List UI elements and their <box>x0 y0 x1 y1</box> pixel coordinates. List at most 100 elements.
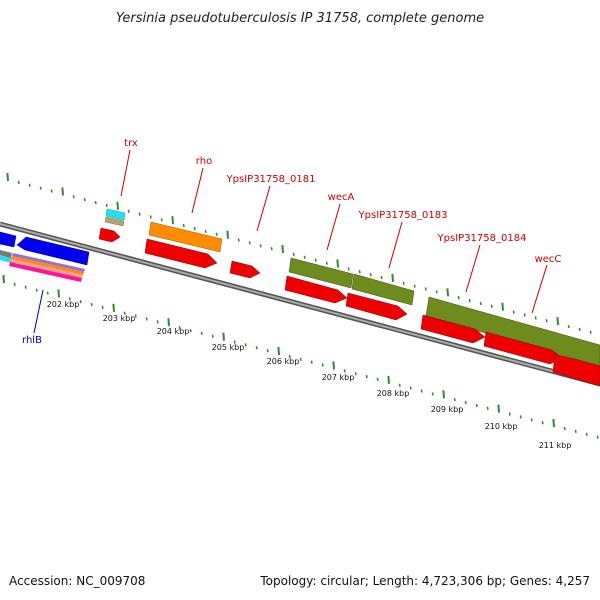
gene-wecC <box>425 296 600 367</box>
gene-label-rhlB: rhlB <box>22 335 42 346</box>
tick-mark <box>508 412 511 416</box>
tick-mark <box>358 270 361 274</box>
tick-mark <box>391 273 394 282</box>
tick-mark <box>387 375 390 384</box>
tick-mark <box>182 223 185 228</box>
cds-minus-2 <box>16 236 90 266</box>
gene-label-wecC: wecC <box>535 254 562 265</box>
gene-wecA <box>288 257 354 289</box>
feature-minus-grey <box>0 250 12 258</box>
feature-cyan <box>105 208 126 221</box>
tick-mark <box>79 300 82 304</box>
tick-mark <box>281 244 284 254</box>
tick-mark <box>310 360 313 364</box>
scale-label: 203 kbp <box>103 314 136 323</box>
tick-mark <box>244 343 247 347</box>
tick-mark <box>288 354 291 359</box>
inner-tick-ring <box>2 274 599 439</box>
tick-mark <box>277 346 280 356</box>
tick-mark <box>266 349 269 353</box>
tick-mark <box>138 212 141 216</box>
tick-mark <box>83 198 86 202</box>
cds-wecC-b <box>552 353 600 387</box>
tick-mark <box>222 332 225 341</box>
tick-mark <box>134 314 137 318</box>
tick-mark <box>116 201 119 210</box>
tick-mark <box>270 247 273 251</box>
tick-mark <box>167 318 170 327</box>
cds-0184 <box>420 314 486 344</box>
rhlB-stripe-2 <box>11 256 84 275</box>
tick-mark <box>402 281 405 285</box>
tick-mark <box>2 274 5 284</box>
tick-mark <box>519 415 522 419</box>
tick-mark <box>178 325 181 330</box>
tick-mark <box>490 304 493 308</box>
tick-mark <box>255 346 258 350</box>
tick-mark <box>237 238 240 242</box>
tick-mark <box>101 305 104 310</box>
tick-mark <box>200 331 203 336</box>
gene-leader-lines <box>33 149 548 334</box>
tick-mark <box>457 296 460 300</box>
tick-mark <box>398 383 401 387</box>
tick-mark <box>248 241 251 245</box>
tick-mark <box>61 187 64 196</box>
tick-mark <box>464 400 467 405</box>
tick-mark <box>380 275 383 280</box>
gene-label-rho: rho <box>196 156 212 167</box>
minus-strand-features <box>0 231 90 282</box>
cds-minus-1 <box>0 231 17 248</box>
tick-mark <box>332 361 335 370</box>
cds-rho <box>144 238 218 269</box>
scale-label: 205 kbp <box>212 343 245 352</box>
tick-mark <box>24 285 27 289</box>
scale-label: 204 kbp <box>157 327 190 336</box>
tick-mark <box>442 390 445 399</box>
cds-wecA <box>284 275 348 304</box>
tick-mark <box>479 301 482 306</box>
tick-mark <box>28 183 31 187</box>
tick-mark <box>552 419 555 428</box>
rhlB-stripe-4 <box>9 262 82 282</box>
tick-mark <box>17 180 20 185</box>
scale-label: 206 kbp <box>267 357 300 366</box>
tick-mark <box>585 432 588 436</box>
gene-rho <box>148 221 223 253</box>
tick-mark <box>475 403 478 408</box>
tick-mark <box>574 429 577 434</box>
tick-mark <box>435 290 438 294</box>
tick-mark <box>369 272 372 277</box>
tick-mark <box>259 244 262 248</box>
tick-mark <box>226 230 229 239</box>
tick-mark <box>413 284 416 288</box>
feature-minus-cyan <box>0 255 12 263</box>
tick-mark <box>57 289 60 298</box>
tick-mark <box>446 288 449 297</box>
accession-text: Accession: NC_009708 <box>9 574 146 588</box>
tick-mark <box>6 172 9 182</box>
scale-label: 207 kbp <box>322 373 355 382</box>
rhlB-stripe-3 <box>10 259 83 278</box>
tick-mark <box>420 389 423 393</box>
tick-mark <box>145 317 148 321</box>
scale-label: 208 kbp <box>377 389 410 398</box>
tick-mark <box>596 435 599 439</box>
tick-mark <box>545 319 548 323</box>
scale-label: 202 kbp <box>47 300 80 309</box>
tick-mark <box>204 229 207 234</box>
tick-mark <box>160 218 163 222</box>
tick-mark <box>314 258 317 262</box>
tick-mark <box>292 252 295 257</box>
tick-mark <box>299 357 302 361</box>
map-title: Yersinia pseudotuberculosis IP 31758, co… <box>116 11 484 26</box>
tick-mark <box>123 311 126 315</box>
tick-mark <box>486 406 489 410</box>
plus-strand-cds <box>98 227 600 387</box>
tick-mark <box>189 328 192 333</box>
tick-mark <box>541 421 544 425</box>
tick-mark <box>90 302 93 307</box>
tick-mark <box>39 186 42 190</box>
tick-mark <box>46 291 49 295</box>
